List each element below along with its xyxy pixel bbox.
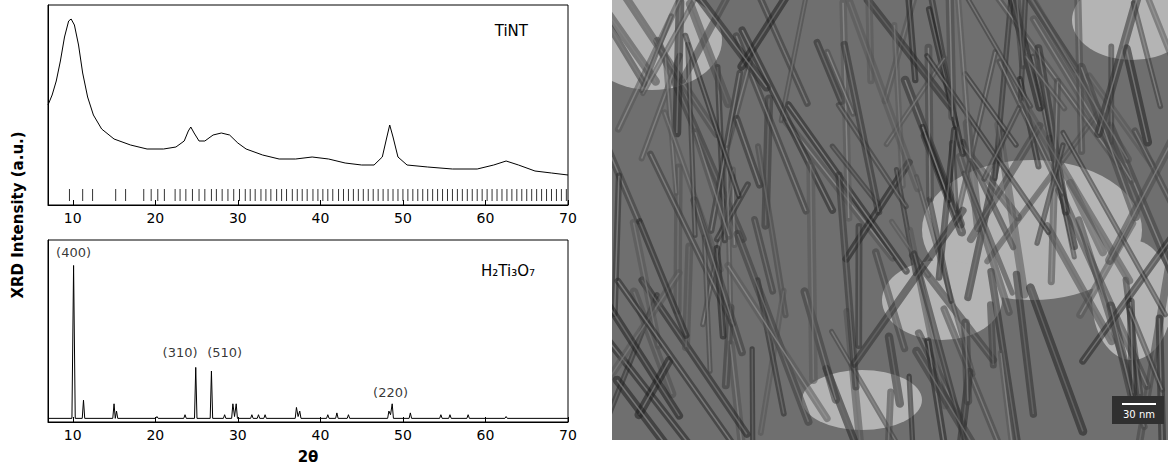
svg-text:20: 20	[146, 210, 164, 226]
svg-text:70: 70	[559, 427, 577, 443]
svg-text:10: 10	[64, 210, 82, 226]
svg-text:(310): (310)	[163, 345, 198, 360]
svg-text:(400): (400)	[56, 245, 91, 260]
svg-text:60: 60	[477, 210, 495, 226]
svg-text:40: 40	[311, 210, 329, 226]
svg-text:TiNT: TiNT	[494, 22, 529, 40]
svg-text:XRD Intensity (a.u.): XRD Intensity (a.u.)	[9, 131, 27, 298]
svg-text:60: 60	[477, 427, 495, 443]
svg-text:50: 50	[394, 427, 412, 443]
svg-text:50: 50	[394, 210, 412, 226]
svg-text:H₂Ti₃O₇: H₂Ti₃O₇	[481, 262, 535, 280]
svg-text:30 nm: 30 nm	[1123, 409, 1155, 420]
svg-text:30: 30	[229, 427, 247, 443]
svg-text:20: 20	[146, 427, 164, 443]
svg-text:30: 30	[229, 210, 247, 226]
svg-text:40: 40	[311, 427, 329, 443]
svg-text:2θ: 2θ	[298, 448, 319, 466]
svg-text:70: 70	[559, 210, 577, 226]
svg-text:10: 10	[64, 427, 82, 443]
svg-text:(510): (510)	[207, 345, 242, 360]
svg-text:(220): (220)	[373, 385, 408, 400]
